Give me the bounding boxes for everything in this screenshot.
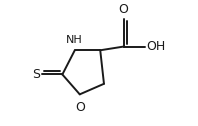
Text: O: O xyxy=(118,3,128,16)
Text: S: S xyxy=(32,68,40,81)
Text: O: O xyxy=(75,101,85,114)
Text: NH: NH xyxy=(66,35,83,45)
Text: OH: OH xyxy=(146,40,166,53)
